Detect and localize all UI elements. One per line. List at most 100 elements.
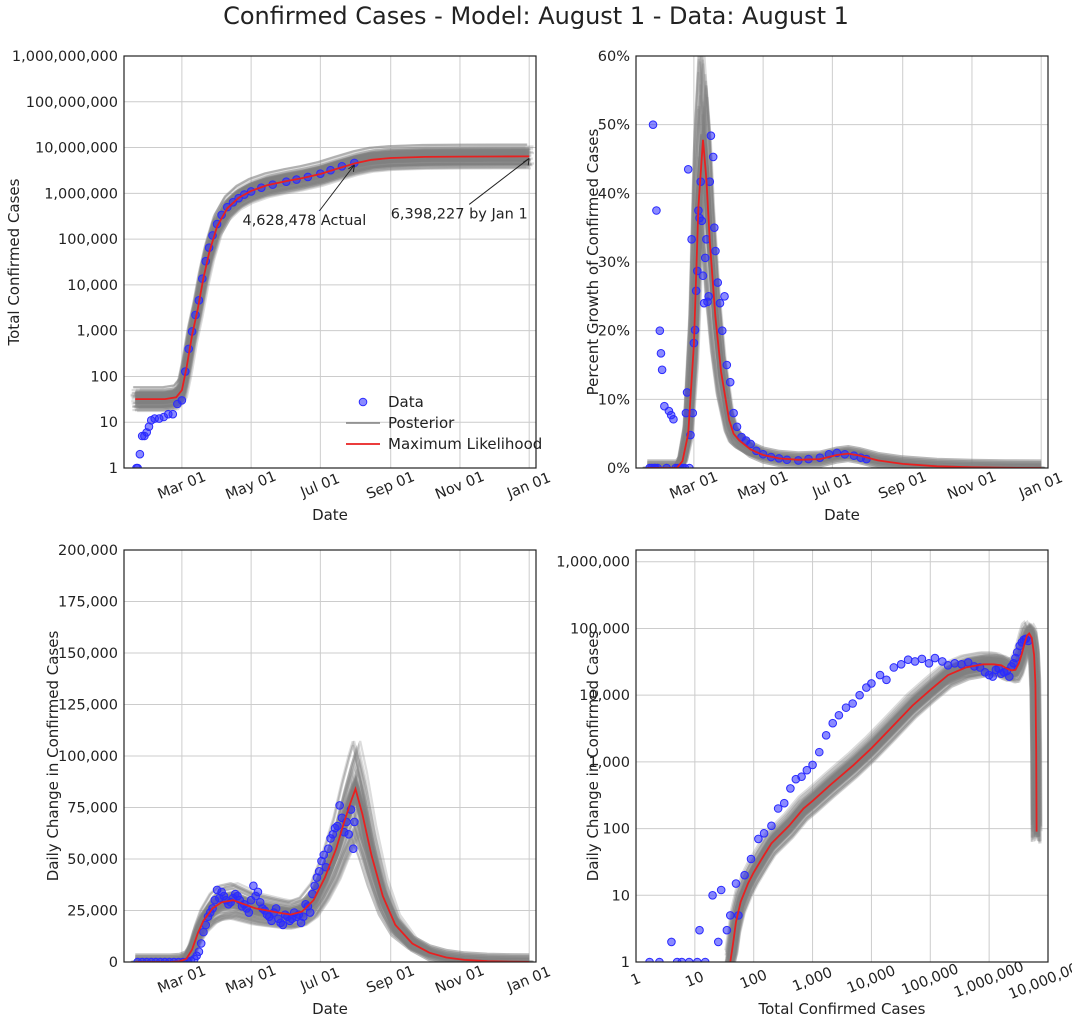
x-tick-label: Jul 01 bbox=[298, 471, 343, 501]
data-point bbox=[732, 422, 742, 432]
data-point bbox=[746, 854, 756, 864]
y-tick-label: 50% bbox=[598, 118, 630, 134]
x-tick-label: 100 bbox=[738, 967, 770, 992]
y-tick-label: 1,000,000 bbox=[44, 186, 118, 202]
data-point bbox=[344, 829, 354, 839]
data-point bbox=[767, 821, 776, 831]
y-tick-label: 10 bbox=[612, 888, 630, 904]
plot-area bbox=[645, 619, 1043, 962]
data-point bbox=[645, 957, 654, 962]
legend-data-marker bbox=[358, 397, 368, 407]
data-point bbox=[713, 937, 723, 947]
data-point bbox=[350, 817, 359, 827]
data-point bbox=[305, 908, 315, 917]
data-point bbox=[662, 463, 671, 468]
data-series bbox=[132, 158, 359, 468]
y-tick-label: 1,000,000,000 bbox=[12, 49, 118, 65]
data-series bbox=[133, 801, 359, 962]
posterior-line bbox=[138, 164, 533, 410]
data-point bbox=[314, 867, 324, 876]
data-point bbox=[244, 908, 254, 917]
data-point bbox=[722, 360, 732, 370]
data-point bbox=[834, 710, 844, 720]
x-tick-label: Jan 01 bbox=[504, 964, 553, 996]
data-point bbox=[988, 672, 998, 681]
data-point bbox=[828, 718, 838, 728]
y-tick-label: 75,000 bbox=[67, 801, 118, 817]
data-point bbox=[720, 292, 729, 301]
data-point bbox=[133, 463, 142, 468]
legend: Data Posterior Maximum Likelihood bbox=[346, 393, 542, 453]
posterior-line bbox=[731, 640, 1040, 962]
data-point bbox=[786, 784, 795, 793]
x-tick-label: May 01 bbox=[736, 469, 791, 504]
data-point bbox=[319, 850, 329, 860]
posterior-line bbox=[729, 638, 1039, 962]
y-tick-label: 50,000 bbox=[67, 852, 118, 868]
data-point bbox=[797, 772, 806, 781]
data-point bbox=[814, 747, 824, 757]
posterior-line bbox=[727, 632, 1040, 962]
x-tick-label: Sep 01 bbox=[364, 963, 417, 997]
y-tick-label: 1,000 bbox=[76, 324, 118, 340]
data-point bbox=[722, 925, 732, 935]
ml-line bbox=[729, 632, 1038, 962]
x-tick-label: 100,000 bbox=[899, 961, 961, 998]
data-point bbox=[759, 828, 769, 838]
data-point bbox=[848, 699, 857, 708]
y-tick-label: 150,000 bbox=[58, 646, 118, 662]
data-point bbox=[323, 844, 333, 854]
data-point bbox=[199, 927, 208, 937]
data-point bbox=[706, 131, 716, 140]
y-tick-label: 175,000 bbox=[58, 595, 118, 611]
annotation-label: 6,398,227 by Jan 1 bbox=[391, 206, 528, 222]
plot-area bbox=[130, 740, 534, 962]
data-point bbox=[685, 463, 694, 468]
annotation-arrowhead bbox=[348, 164, 355, 172]
data-point bbox=[716, 885, 726, 895]
data-point bbox=[700, 957, 710, 962]
posterior-line bbox=[724, 637, 1033, 962]
posterior-line bbox=[132, 143, 527, 389]
data-point bbox=[684, 957, 694, 962]
data-point bbox=[717, 326, 727, 335]
axes-frame bbox=[635, 55, 1049, 469]
posterior-line bbox=[727, 638, 1036, 962]
posterior-line bbox=[646, 227, 1041, 468]
x-tick-label: Mar 01 bbox=[668, 469, 721, 503]
data-point bbox=[917, 654, 927, 664]
data-point bbox=[333, 821, 342, 831]
x-tick-label: 10,000 bbox=[845, 963, 898, 997]
data-point bbox=[168, 409, 178, 419]
x-axis-label: Total Confirmed Cases bbox=[758, 1000, 926, 1018]
posterior-line bbox=[131, 146, 526, 392]
posterior-line bbox=[137, 148, 532, 394]
x-tick-label: Sep 01 bbox=[364, 469, 417, 503]
posterior-line bbox=[134, 166, 529, 411]
y-tick-label: 0 bbox=[109, 955, 118, 971]
posterior-line bbox=[135, 160, 530, 405]
posterior-line bbox=[725, 640, 1034, 962]
y-axis-label: Daily Change in Confirmed Cases bbox=[584, 631, 602, 882]
data-series bbox=[645, 120, 871, 468]
y-tick-label: 1,000,000 bbox=[556, 555, 630, 571]
data-point bbox=[196, 939, 206, 948]
posterior-line bbox=[724, 631, 1034, 962]
annotation-arrow bbox=[468, 158, 530, 205]
data-point bbox=[135, 449, 145, 459]
posterior-line bbox=[725, 625, 1034, 956]
axes-frame bbox=[123, 55, 537, 469]
posterior-band bbox=[130, 143, 535, 413]
y-tick-label: 1,000 bbox=[588, 755, 630, 771]
data-point bbox=[808, 760, 817, 770]
posterior-line bbox=[135, 154, 530, 400]
posterior-line bbox=[136, 158, 531, 404]
y-tick-label: 125,000 bbox=[58, 698, 118, 714]
posterior-line bbox=[134, 164, 529, 410]
posterior-line bbox=[732, 642, 1041, 962]
data-point bbox=[348, 844, 358, 854]
chart-growth: Mar 01 May 01 Jul 01 Sep 01 Nov 01 Jan 01 0% 10… bbox=[584, 49, 1065, 524]
posterior-line bbox=[725, 632, 1035, 962]
y-tick-label: 0% bbox=[607, 461, 630, 477]
